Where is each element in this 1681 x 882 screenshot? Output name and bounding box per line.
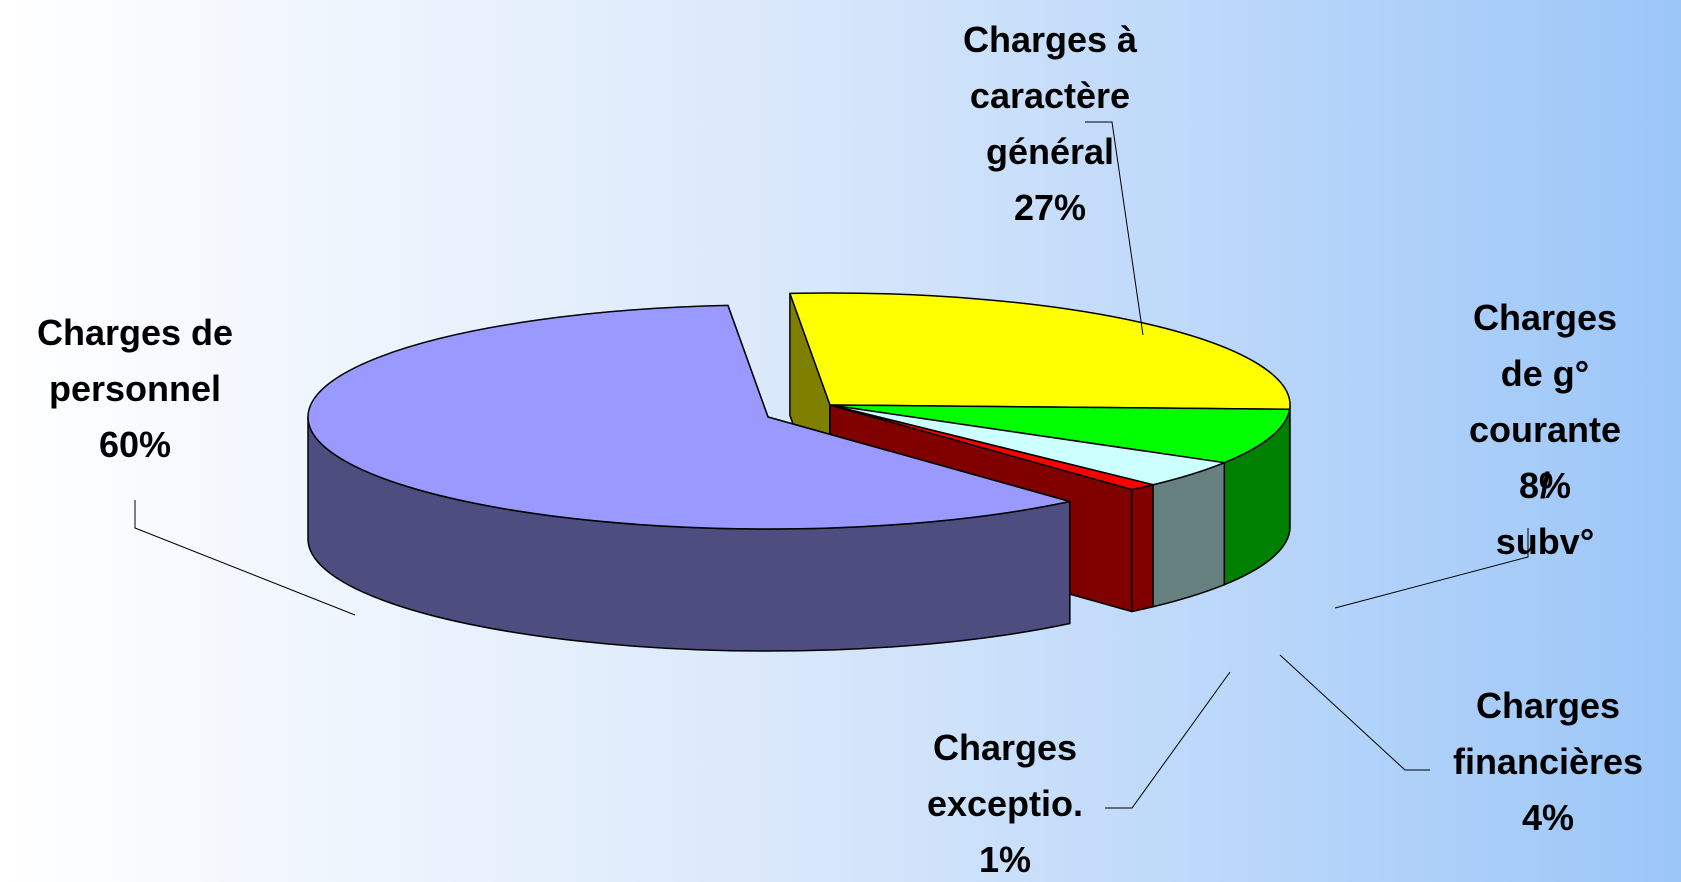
slice-side — [1152, 461, 1226, 608]
slice-label: Charges exceptio. — [926, 727, 1084, 824]
slice-label: Charges de g° courante / subv° — [1468, 297, 1622, 562]
leader-line — [1279, 654, 1430, 771]
slice-label: Charges à caractère général — [962, 19, 1138, 172]
slice-value-label: 8% — [1518, 465, 1572, 506]
slice-label: Charges de personnel — [36, 312, 234, 409]
slice-top — [829, 404, 1291, 464]
slice-top — [307, 304, 1071, 530]
slice-label: Charges financières — [1452, 685, 1644, 782]
slice-side — [1131, 483, 1154, 613]
slice-value-label: 60% — [98, 424, 172, 465]
slice-value-label: 4% — [1521, 797, 1575, 838]
leader-line — [1334, 528, 1529, 609]
leader-line — [134, 500, 356, 616]
slice-top — [789, 292, 1291, 411]
slice-value-label: 27% — [1013, 187, 1087, 228]
slice-top — [829, 404, 1154, 491]
slice-value-label: 1% — [978, 839, 1032, 880]
leader-line — [1085, 121, 1144, 336]
leader-line — [1105, 671, 1231, 809]
